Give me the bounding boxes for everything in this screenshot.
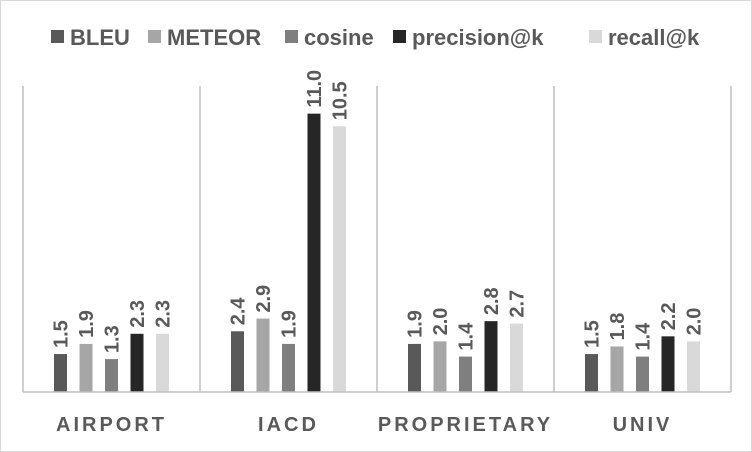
- legend-swatch-precision-k: [393, 30, 406, 43]
- data-label-airport-bleu: 1.5: [51, 320, 73, 348]
- data-label-airport-precision-k: 2.3: [127, 300, 149, 328]
- legend-label-meteor: METEOR: [167, 25, 261, 50]
- bar-airport-bleu: [54, 354, 67, 392]
- bar-airport-recall-k: [156, 333, 169, 392]
- legend-label-cosine: cosine: [304, 25, 374, 50]
- legend: BLEU METEOR cosine precision@k recall@k: [51, 25, 700, 50]
- legend-label-bleu: BLEU: [70, 25, 130, 50]
- category-dividers: [22, 86, 732, 392]
- bar-univ-bleu: [585, 354, 598, 392]
- bar-iacd-meteor: [256, 318, 270, 392]
- data-label-proprietary-cosine: 1.4: [456, 322, 478, 351]
- data-labels: 1.5 1.91.32.3 2.3 2.4 2.91.911.0 10.51.9 2.01.…: [51, 70, 706, 353]
- bar-iacd-precision-k: [307, 113, 321, 393]
- bar-univ-meteor: [610, 346, 624, 392]
- data-label-airport-meteor: 1.9: [76, 310, 98, 338]
- bar-airport-cosine: [105, 359, 118, 392]
- data-label-iacd-cosine: 1.9: [279, 310, 301, 338]
- category-label-univ: UNIV: [613, 414, 673, 436]
- data-label-univ-recall-k: 2.0: [684, 308, 706, 336]
- legend-swatch-recall-k: [589, 30, 602, 43]
- data-label-iacd-precision-k: 11.0: [304, 70, 326, 108]
- data-label-univ-meteor: 1.8: [607, 313, 629, 341]
- bar-proprietary-cosine: [459, 356, 472, 392]
- bar-proprietary-meteor: [433, 341, 447, 392]
- data-label-univ-bleu: 1.5: [582, 320, 604, 348]
- legend-swatch-cosine: [285, 30, 298, 43]
- data-label-iacd-bleu: 2.4: [228, 297, 250, 326]
- data-label-univ-cosine: 1.4: [633, 322, 655, 351]
- bar-iacd-recall-k: [333, 126, 346, 392]
- data-label-proprietary-meteor: 2.0: [430, 308, 452, 336]
- bar-airport-precision-k: [130, 333, 144, 392]
- bar-iacd-bleu: [231, 331, 244, 392]
- legend-label-precision-k: precision@k: [412, 25, 544, 50]
- bar-iacd-cosine: [282, 343, 295, 392]
- category-label-airport: AIRPORT: [56, 414, 167, 436]
- bar-proprietary-recall-k: [510, 323, 523, 392]
- data-label-airport-cosine: 1.3: [102, 325, 124, 353]
- bar-proprietary-precision-k: [484, 321, 498, 392]
- legend-swatch-meteor: [148, 30, 161, 43]
- bar-univ-precision-k: [661, 336, 675, 392]
- legend-swatch-bleu: [51, 30, 64, 43]
- data-label-iacd-recall-k: 10.5: [330, 81, 352, 120]
- data-label-proprietary-recall-k: 2.7: [507, 290, 529, 318]
- data-label-univ-precision-k: 2.2: [658, 303, 680, 331]
- category-labels: AIRPORT IACD PROPRIETARY UNIV: [56, 414, 673, 436]
- category-label-proprietary: PROPRIETARY: [378, 414, 553, 436]
- data-label-proprietary-bleu: 1.9: [405, 310, 427, 338]
- bar-univ-cosine: [636, 356, 649, 392]
- data-label-iacd-meteor: 2.9: [253, 285, 275, 313]
- legend-label-recall-k: recall@k: [608, 25, 700, 50]
- bars: [54, 113, 700, 393]
- category-label-iacd: IACD: [258, 414, 319, 436]
- bar-airport-meteor: [79, 343, 93, 392]
- data-label-proprietary-precision-k: 2.8: [481, 287, 503, 315]
- bar-proprietary-bleu: [408, 343, 421, 392]
- data-label-airport-recall-k: 2.3: [153, 300, 175, 328]
- bar-univ-recall-k: [687, 341, 700, 392]
